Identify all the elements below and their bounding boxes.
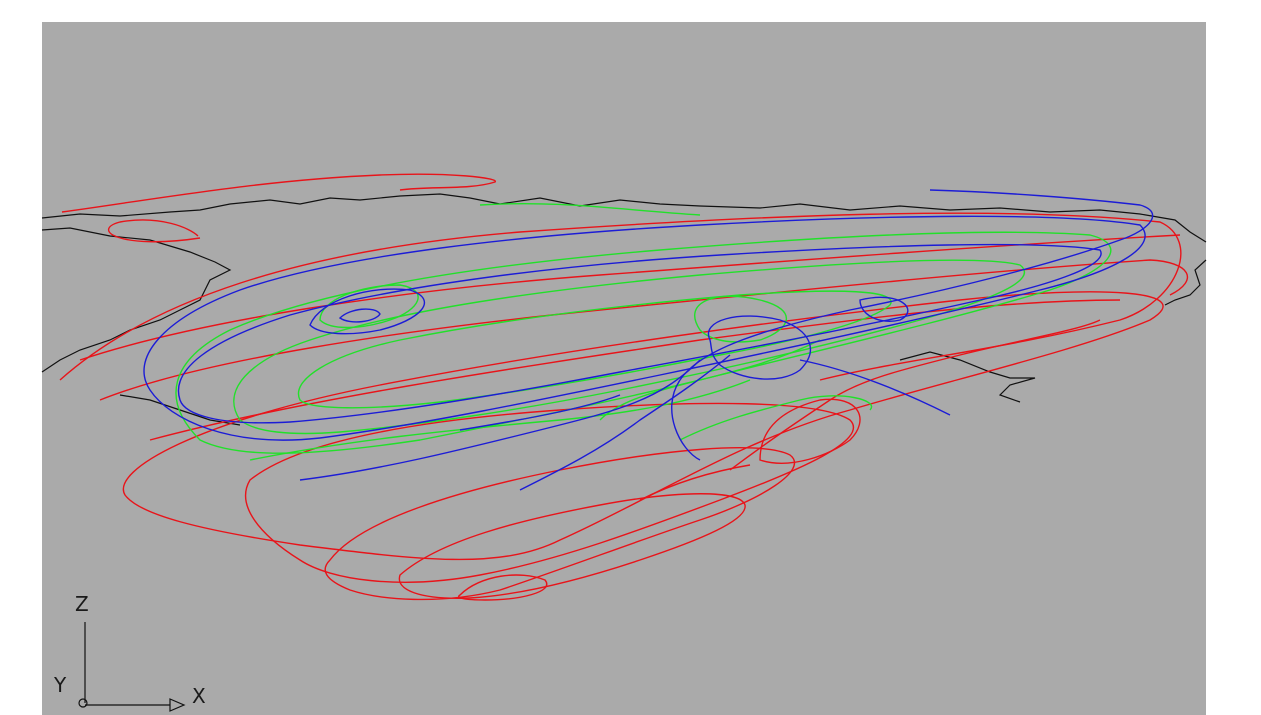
y-axis-marker xyxy=(78,698,88,708)
y-label: Y xyxy=(53,673,67,697)
green-contours xyxy=(175,202,1112,461)
x-label: X xyxy=(192,684,206,708)
x-axis-arrow xyxy=(169,698,186,712)
axis-icon: Z Y X xyxy=(53,592,206,712)
blue-contours xyxy=(143,189,1154,491)
viewport-background xyxy=(42,22,1206,715)
z-label: Z xyxy=(75,592,89,616)
